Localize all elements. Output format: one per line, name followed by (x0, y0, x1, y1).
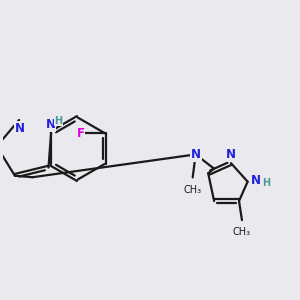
Text: H: H (54, 116, 62, 126)
Text: CH₃: CH₃ (184, 185, 202, 195)
Text: H: H (262, 178, 270, 188)
Text: F: F (76, 127, 85, 140)
Text: CH₃: CH₃ (233, 226, 251, 237)
Text: N: N (15, 122, 25, 135)
Text: N: N (46, 118, 56, 131)
Text: N: N (251, 174, 261, 187)
Text: N: N (226, 148, 236, 161)
Text: N: N (190, 148, 201, 161)
